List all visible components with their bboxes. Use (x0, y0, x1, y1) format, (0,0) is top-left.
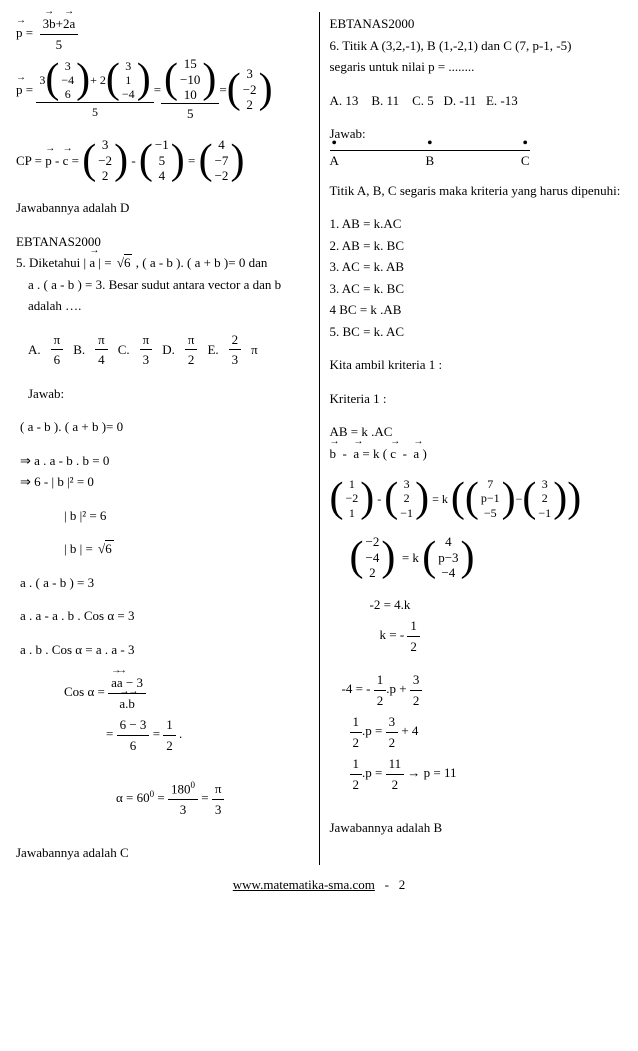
e4: 12.p = 32 + 4 (330, 712, 623, 752)
q6-options: A. 13 B. 11 C. 5 D. -11 E. -13 (330, 91, 623, 111)
t1: Titik A, B, C segaris maka kriteria yang… (330, 181, 623, 201)
k3: 3. AC = k. AB (330, 257, 623, 277)
w4: | b |² = 6 (16, 506, 309, 526)
w6: a . ( a - b ) = 3 (16, 573, 309, 593)
q6-header: EBTANAS2000 (330, 14, 623, 34)
e1: -2 = 4.k (330, 595, 623, 615)
w7: a . a - a . b . Cos α = 3 (16, 606, 309, 626)
e5: 12.p = 112 → p = 11 (330, 754, 623, 794)
eq-p2: p = 3 (3−46) + 2 (31−4) 5 = (15−1010) 5 … (16, 56, 309, 123)
w8: a . b . Cos α = a . a - 3 (16, 640, 309, 660)
point-c: C (521, 153, 530, 169)
column-divider (319, 12, 320, 865)
page: p = 3b+2a 5 p = 3 (3−46) + 2 (31−4) 5 = (16, 12, 622, 865)
w1: ( a - b ). ( a + b )= 0 (16, 417, 309, 437)
q5-line1: 5. Diketahui | a | = 6 , ( a - b ). ( a … (16, 253, 309, 273)
q5-options: A.π6 B.π4 C.π3 D.π2 E.23π (16, 330, 309, 370)
w2: ⇒ a . a - b . b = 0 (16, 451, 309, 471)
w5: | b | = 6 (16, 539, 309, 559)
kri1: Kriteria 1 : (330, 389, 623, 409)
point-b: B (426, 153, 435, 169)
left-column: p = 3b+2a 5 p = 3 (3−46) + 2 (31−4) 5 = (16, 12, 309, 865)
w11: α = 600 = 18003 = π3 (16, 779, 309, 819)
vec-eq: b - a = k ( c - a ) (330, 444, 623, 464)
w9: Cos α = aa − 3a.b (16, 673, 309, 713)
text: a (69, 16, 75, 31)
text: b (49, 16, 56, 31)
k4: 3. AC = k. BC (330, 279, 623, 299)
w10: = 6 − 36 = 12 . (16, 715, 309, 755)
footer: www.matematika-sma.com - 2 (16, 877, 622, 893)
k1: 1. AB = k.AC (330, 214, 623, 234)
point-a: A (330, 153, 339, 169)
q6-line2: segaris untuk nilai p = ........ (330, 57, 623, 77)
jawab-label: Jawab: (16, 384, 309, 404)
q5-line3: adalah …. (16, 296, 309, 316)
answer-b: Jawabannya adalah B (330, 818, 623, 838)
right-column: EBTANAS2000 6. Titik A (3,2,-1), B (1,-2… (330, 12, 623, 865)
q5-line2: a . ( a - b ) = 3. Besar sudut antara ve… (16, 275, 309, 295)
k6: 5. BC = k. AC (330, 322, 623, 342)
k5: 4 BC = k .AB (330, 300, 623, 320)
w3: ⇒ 6 - | b |² = 0 (16, 472, 309, 492)
q5-header: EBTANAS2000 (16, 232, 309, 252)
answer-c: Jawabannya adalah C (16, 843, 309, 863)
jawab-r: Jawab: (330, 124, 623, 144)
e3: -4 = - 12.p + 32 (330, 670, 623, 710)
k2: 2. AB = k. BC (330, 236, 623, 256)
eq-cp: CP = p - c = (3−22) - (−154) = (4−7−2) (16, 137, 309, 184)
number-line: A B C (330, 150, 530, 169)
footer-link[interactable]: www.matematika-sma.com (233, 877, 375, 892)
e2: k = - 12 (330, 616, 623, 656)
matrix-eq2: (−2−42) = k (4p−3−4) (330, 534, 623, 581)
answer-d: Jawabannya adalah D (16, 198, 309, 218)
abac: AB = k .AC (330, 422, 623, 442)
page-number: - 2 (375, 877, 405, 892)
q6-line1: 6. Titik A (3,2,-1), B (1,-2,1) dan C (7… (330, 36, 623, 56)
eq-p1: p = 3b+2a 5 (16, 14, 309, 54)
kita: Kita ambil kriteria 1 : (330, 355, 623, 375)
matrix-eq1: (1−21) - (32−1) = k ( (7p−1−5) − (32−1) … (330, 477, 623, 520)
